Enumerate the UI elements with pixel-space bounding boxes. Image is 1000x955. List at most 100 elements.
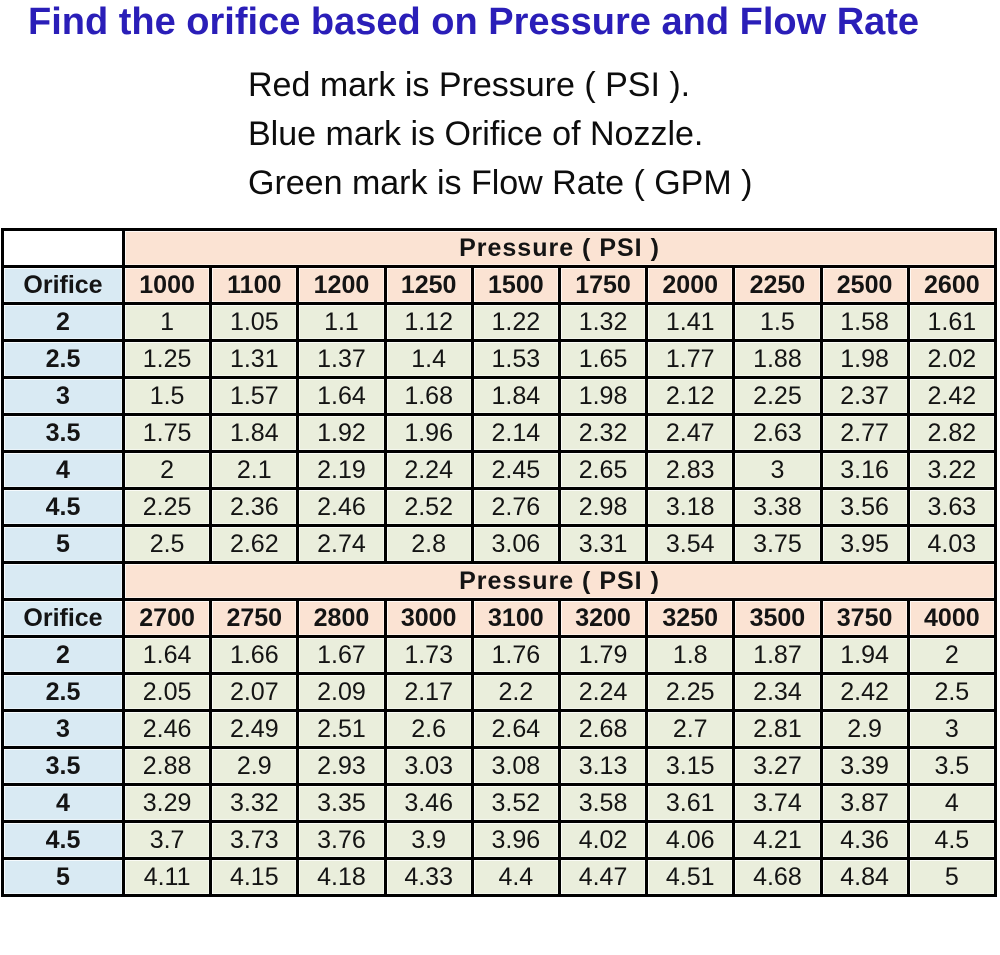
flow-rate-cell: 3.35: [296, 783, 387, 823]
page-title: Find the orifice based on Pressure and F…: [28, 1, 920, 43]
orifice-column-header: Orifice: [1, 598, 125, 638]
pressure-header-cell: 3000: [383, 598, 474, 638]
pressure-header-cell: 3250: [645, 598, 736, 638]
flow-rate-cell: 4.33: [383, 857, 474, 897]
flow-rate-cell: 3.13: [557, 746, 649, 786]
flow-rate-cell: 3.75: [732, 524, 823, 564]
flow-rate-cell: 2.64: [470, 709, 561, 749]
flow-rate-cell: 1.98: [819, 339, 910, 379]
orifice-column-header: Orifice: [1, 265, 125, 305]
flow-rate-cell: 1.8: [645, 635, 736, 675]
pressure-header-cell: 2750: [209, 598, 300, 638]
flow-rate-cell: 2.49: [209, 709, 300, 749]
flow-rate-cell: 1.73: [383, 635, 474, 675]
pressure-header-cell: 2700: [121, 598, 213, 638]
flow-rate-cell: 1.37: [296, 339, 387, 379]
flow-rate-cell: 2.46: [121, 709, 213, 749]
flow-rate-cell: 2.45: [470, 450, 561, 490]
flow-rate-cell: 2.52: [383, 487, 474, 527]
pressure-header-cell: 1750: [557, 265, 649, 305]
legend-line-orifice: Blue mark is Orifice of Nozzle.: [248, 115, 704, 153]
pressure-header-cell: 1250: [383, 265, 474, 305]
flow-rate-cell: 2.51: [296, 709, 387, 749]
flow-rate-cell: 1.61: [906, 302, 998, 342]
flow-rate-cell: 1.1: [296, 302, 387, 342]
flow-rate-cell: 3.38: [732, 487, 823, 527]
flow-rate-cell: 2.09: [296, 672, 387, 712]
flow-rate-cell: 1.58: [819, 302, 910, 342]
flow-rate-cell: 3.54: [645, 524, 736, 564]
flow-rate-cell: 3.73: [209, 820, 300, 860]
flow-rate-cell: 2.42: [819, 672, 910, 712]
pressure-group-row: Pressure ( PSI ): [1, 561, 997, 601]
flow-rate-cell: 2.77: [819, 413, 910, 453]
flow-rate-cell: 1.64: [121, 635, 213, 675]
flow-rate-cell: 2.24: [383, 450, 474, 490]
flow-rate-cell: 3.31: [557, 524, 649, 564]
flow-rate-cell: 1.84: [209, 413, 300, 453]
flow-rate-cell: 2.34: [732, 672, 823, 712]
flow-rate-cell: 1.4: [383, 339, 474, 379]
pressure-header-cell: 2250: [732, 265, 823, 305]
flow-rate-cell: 1.98: [557, 376, 649, 416]
flow-rate-cell: 2: [906, 635, 998, 675]
flow-rate-cell: 2.63: [732, 413, 823, 453]
flow-rate-cell: 2.6: [383, 709, 474, 749]
orifice-data-row: 2.5 2.05 2.07 2.09 2.17 2.2 2.24 2.25 2.34 2.42 2.…: [1, 672, 998, 712]
flow-rate-cell: 2.93: [296, 746, 387, 786]
pressure-group-row: Pressure ( PSI ): [1, 228, 997, 268]
flow-rate-cell: 2.37: [819, 376, 910, 416]
flow-rate-cell: 4.21: [732, 820, 823, 860]
pressure-header-cell: 2000: [645, 265, 736, 305]
flow-rate-cell: 4.11: [121, 857, 213, 897]
corner-cell: [1, 561, 125, 601]
flow-rate-cell: 2.02: [906, 339, 998, 379]
flow-rate-cell: 4.68: [732, 857, 823, 897]
flow-rate-cell: 1.68: [383, 376, 474, 416]
flow-rate-cell: 2.25: [121, 487, 213, 527]
flow-rate-cell: 3.5: [906, 746, 998, 786]
orifice-flow-table-body: Pressure ( PSI ) Orifice 1000 1100 1200 1250 1…: [1, 228, 998, 897]
flow-rate-cell: 1.32: [557, 302, 649, 342]
pressure-header-cell: 3200: [557, 598, 649, 638]
corner-cell: [1, 228, 125, 268]
orifice-data-row: 3.5 2.88 2.9 2.93 3.03 3.08 3.13 3.15 3.27 3.39 3.…: [1, 746, 998, 786]
flow-rate-cell: 2.12: [645, 376, 736, 416]
flow-rate-cell: 3.7: [121, 820, 213, 860]
flow-rate-cell: 3.32: [209, 783, 300, 823]
pressure-group-header: Pressure ( PSI ): [122, 228, 997, 268]
flow-rate-cell: 1.25: [121, 339, 213, 379]
flow-rate-cell: 2.7: [645, 709, 736, 749]
flow-rate-cell: 3.95: [819, 524, 910, 564]
flow-rate-cell: 3.22: [906, 450, 998, 490]
flow-rate-cell: 2.9: [819, 709, 910, 749]
flow-rate-cell: 2.88: [121, 746, 213, 786]
flow-rate-cell: 2.07: [209, 672, 300, 712]
flow-rate-cell: 1.77: [645, 339, 736, 379]
flow-rate-cell: 3.63: [906, 487, 998, 527]
flow-rate-cell: 2.36: [209, 487, 300, 527]
pressure-header-cell: 2800: [296, 598, 387, 638]
flow-rate-cell: 2.32: [557, 413, 649, 453]
flow-rate-cell: 1.12: [383, 302, 474, 342]
flow-rate-cell: 3.61: [645, 783, 736, 823]
orifice-data-row: 4.5 3.7 3.73 3.76 3.9 3.96 4.02 4.06 4.21 4.36 4.5: [1, 820, 998, 860]
orifice-data-row: 3 1.5 1.57 1.64 1.68 1.84 1.98 2.12 2.25 2.37 2.42: [1, 376, 998, 416]
flow-rate-cell: 1.66: [209, 635, 300, 675]
flow-rate-cell: 3.16: [819, 450, 910, 490]
orifice-value-cell: 2: [1, 635, 125, 675]
orifice-value-cell: 5: [1, 857, 125, 897]
flow-rate-cell: 3.18: [645, 487, 736, 527]
orifice-value-cell: 4.5: [1, 487, 125, 527]
flow-rate-cell: 1.05: [209, 302, 300, 342]
flow-rate-cell: 2.98: [557, 487, 649, 527]
orifice-data-row: 4.5 2.25 2.36 2.46 2.52 2.76 2.98 3.18 3.38 3.56 3…: [1, 487, 998, 527]
flow-rate-cell: 2.68: [557, 709, 649, 749]
flow-rate-cell: 1.79: [557, 635, 649, 675]
flow-rate-cell: 3.9: [383, 820, 474, 860]
orifice-data-row: 4 3.29 3.32 3.35 3.46 3.52 3.58 3.61 3.74 3.87 4: [1, 783, 998, 823]
flow-rate-cell: 4.47: [557, 857, 649, 897]
flow-rate-cell: 2.82: [906, 413, 998, 453]
flow-rate-cell: 3.03: [383, 746, 474, 786]
flow-rate-cell: 1.65: [557, 339, 649, 379]
